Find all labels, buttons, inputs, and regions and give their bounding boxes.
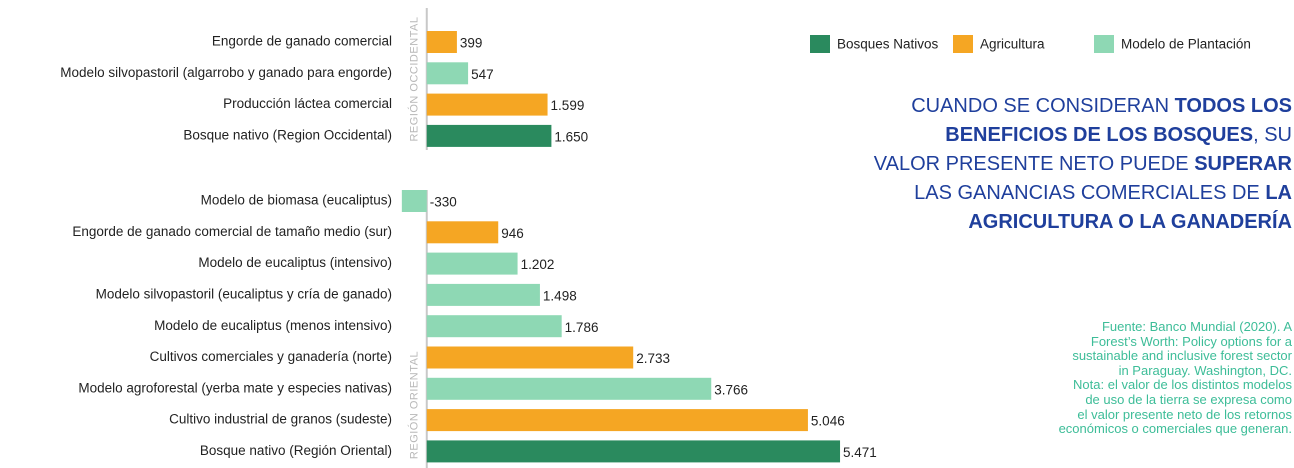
bar [401,190,427,212]
bar [426,93,548,116]
source-line: Forest’s Worth: Policy options for a [1090,333,1292,349]
region-label: REGIÓN OCCIDENTAL [408,16,421,141]
bar [426,252,518,275]
bar [426,346,634,369]
source-line: el valor presente neto de los retornos [1077,406,1292,422]
category-label: Modelo agroforestal (yerba mate y especi… [78,380,392,395]
headline-text: , SU [1253,124,1292,146]
category-label: Producción láctea comercial [223,96,392,111]
headline-text: LA [1265,182,1292,204]
category-label: Cultivos comerciales y ganadería (norte) [150,349,392,364]
bar [426,409,808,432]
category-label: Modelo silvopastoril (eucaliptus y cría … [96,286,392,301]
source-line: económicos o comerciales que generan. [1058,421,1292,437]
source-line: de uso de la tierra se expresa como [1085,391,1292,407]
value-label: 2.733 [636,351,670,366]
headline-line: LAS GANANCIAS COMERCIALES DE LA [874,179,1292,208]
value-label: 1.650 [554,129,588,144]
value-label: 1.599 [551,98,585,113]
value-label: 5.471 [843,445,877,460]
source-line: sustainable and inclusive forest sector [1072,348,1292,364]
source-line: in Paraguay. Washington, DC. [1118,362,1292,378]
category-label: Cultivo industrial de granos (sudeste) [169,412,392,427]
value-label: 946 [501,226,524,241]
bar [426,31,457,53]
headline-text: CUANDO SE CONSIDERAN [911,95,1175,117]
bar [426,62,469,85]
source-note: Fuente: Banco Mundial (2020). A Forest’s … [1058,319,1292,437]
bar [426,124,552,147]
headline-line: CUANDO SE CONSIDERAN TODOS LOS [874,92,1292,121]
bar [426,283,540,306]
source-line: Fuente: Banco Mundial (2020). A [1101,319,1292,334]
headline-text: TODOS LOS [1174,95,1292,117]
category-label: Modelo silvopastoril (algarrobo y ganado… [60,65,392,80]
value-label: -330 [430,195,457,210]
headline-text: LAS GANANCIAS COMERCIALES DE [914,182,1266,204]
legend-label: Modelo de Plantación [1121,37,1251,52]
headline-text: VALOR PRESENTE NETO PUEDE [873,153,1195,175]
headline-text: BENEFICIOS DE LOS BOSQUES [945,124,1254,146]
bar [426,440,841,463]
bar [426,221,499,244]
value-label: 1.202 [521,257,555,272]
headline-text: SUPERAR [1194,153,1292,175]
category-label: Modelo de eucaliptus (menos intensivo) [154,318,392,333]
value-label: 399 [460,36,483,51]
value-label: 1.498 [543,288,577,303]
legend-swatch [953,35,973,53]
legend-label: Agricultura [980,37,1045,52]
value-label: 547 [471,67,494,82]
bar [426,377,712,400]
legend-swatch [810,35,830,53]
headline: CUANDO SE CONSIDERAN TODOS LOS BENEFICIOS… [874,92,1292,237]
value-label: 3.766 [714,382,748,397]
bar [426,315,562,338]
category-label: Modelo de biomasa (eucaliptus) [201,193,392,208]
headline-line: BENEFICIOS DE LOS BOSQUES, SU [874,121,1292,150]
category-label: Bosque nativo (Región Oriental) [200,443,392,458]
category-label: Engorde de ganado comercial de tamaño me… [72,224,392,239]
region-label: REGIÓN ORIENTAL [408,351,421,459]
headline-text: AGRICULTURA O LA GANADERÍA [968,211,1292,233]
headline-line: VALOR PRESENTE NETO PUEDE SUPERAR [874,150,1292,179]
legend-swatch [1094,35,1114,53]
category-label: Bosque nativo (Region Occidental) [183,127,392,142]
source-line: Nota: el valor de los distintos modelos [1073,377,1292,393]
value-label: 5.046 [811,414,845,429]
legend-label: Bosques Nativos [837,37,939,52]
category-label: Modelo de eucaliptus (intensivo) [198,255,392,270]
category-label: Engorde de ganado comercial [212,34,392,49]
headline-line: AGRICULTURA O LA GANADERÍA [874,208,1292,237]
value-label: 1.786 [565,320,599,335]
